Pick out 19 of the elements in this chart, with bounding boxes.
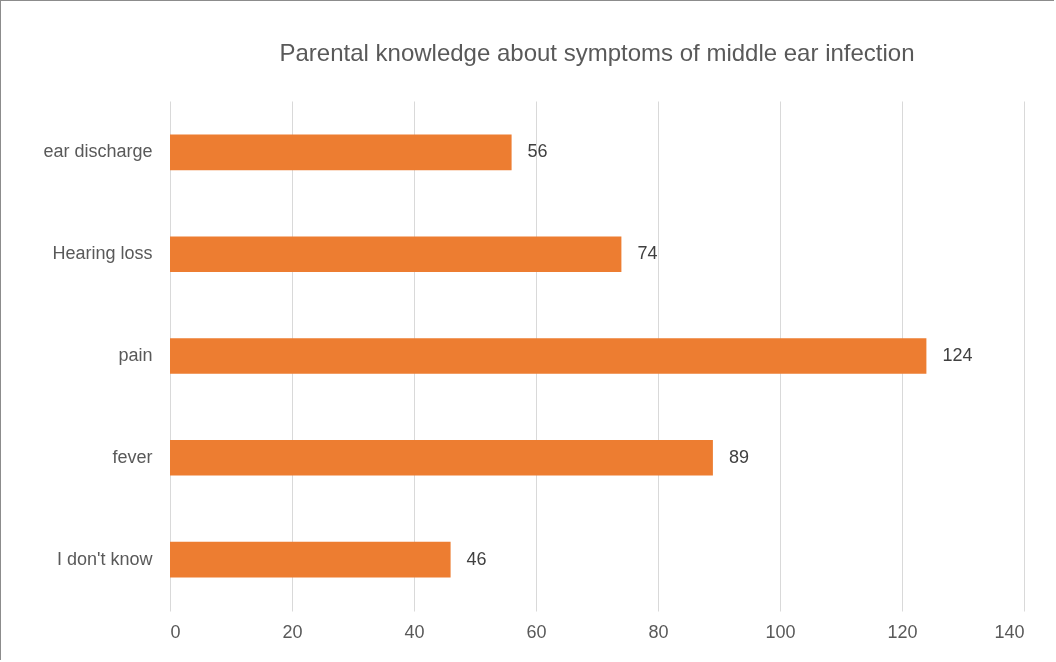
y-tick-label: fever bbox=[112, 446, 153, 467]
x-tick-label: 0 bbox=[170, 621, 181, 642]
data-label: 124 bbox=[942, 345, 973, 365]
y-tick-label: I don't know bbox=[57, 548, 154, 569]
data-label: 56 bbox=[527, 141, 548, 162]
x-tick-label: 20 bbox=[282, 621, 303, 642]
y-tick-label: pain bbox=[118, 345, 153, 365]
x-tick-label: 100 bbox=[765, 621, 796, 642]
y-tick-label: ear discharge bbox=[43, 141, 153, 162]
y-tick-label: Hearing loss bbox=[52, 243, 153, 264]
x-tick-label: 120 bbox=[887, 621, 918, 642]
chart-title: Parental knowledge about symptoms of middle ear infection bbox=[279, 39, 915, 66]
x-tick-label: 80 bbox=[648, 621, 669, 642]
data-label: 89 bbox=[728, 446, 749, 467]
x-tick-label: 40 bbox=[404, 621, 425, 642]
x-tick-label: 140 bbox=[994, 621, 1025, 642]
data-label: 46 bbox=[466, 548, 487, 569]
data-label: 74 bbox=[637, 243, 658, 264]
x-tick-label: 60 bbox=[526, 621, 547, 642]
